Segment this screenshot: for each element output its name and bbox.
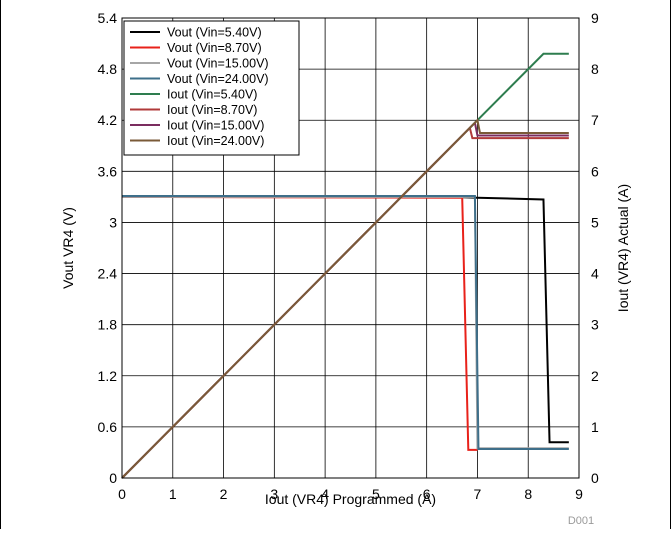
x-tick-label: 6 — [423, 486, 431, 502]
x-tick-label: 3 — [270, 486, 278, 502]
x-axis-label: Iout (VR4) Programmed (A) — [265, 491, 436, 507]
y-left-tick-label: 3.6 — [98, 163, 118, 179]
y-left-tick-label: 4.8 — [98, 61, 118, 77]
series-lines — [121, 52, 569, 479]
x-axis-ticks: 0 1 2 3 4 5 6 7 8 9 — [118, 486, 583, 502]
legend-label: Vout (Vin=8.70V) — [167, 41, 262, 55]
series-line-1 — [122, 195, 569, 444]
y-right-tick-label: 9 — [591, 10, 599, 26]
legend-label: Iout (Vin=24.00V) — [167, 134, 264, 148]
legend-label: Vout (Vin=5.40V) — [167, 26, 262, 40]
x-tick-label: 9 — [575, 486, 583, 502]
legend-label: Iout (Vin=5.40V) — [167, 88, 257, 102]
y-right-tick-label: 8 — [591, 61, 599, 77]
y-axis-left-ticks: 0 0.6 1.2 1.8 2.4 3 3.6 4.2 4.8 5.4 — [98, 10, 118, 486]
y-right-tick-label: 2 — [591, 368, 599, 384]
y-axis-right-label: Iout (VR4) Actual (A) — [615, 184, 631, 312]
y-right-tick-label: 1 — [591, 419, 599, 435]
y-right-tick-label: 5 — [591, 214, 599, 230]
x-tick-label: 7 — [474, 486, 482, 502]
y-left-tick-label: 3 — [109, 214, 117, 230]
legend-box — [123, 20, 300, 156]
x-tick-label: 8 — [524, 486, 532, 502]
y-left-tick-label: 5.4 — [98, 10, 118, 26]
y-left-tick-label: 0 — [109, 470, 117, 486]
watermark: D001 — [568, 515, 594, 527]
series-line-2 — [121, 195, 478, 451]
legend-label: Vout (Vin=15.00V) — [167, 57, 269, 71]
y-right-tick-label: 4 — [591, 266, 599, 282]
y-left-tick-label: 1.2 — [98, 368, 118, 384]
y-right-tick-label: 3 — [591, 317, 599, 333]
y-left-tick-label: 2.4 — [98, 266, 118, 282]
y-left-tick-label: 0.6 — [98, 419, 118, 435]
x-tick-label: 2 — [220, 486, 228, 502]
y-right-tick-label: 7 — [591, 112, 599, 128]
series-line-7 — [121, 120, 569, 479]
legend-label: Iout (Vin=8.70V) — [167, 103, 257, 117]
y-right-tick-label: 6 — [591, 163, 599, 179]
y-left-tick-label: 1.8 — [98, 317, 118, 333]
y-axis-right-ticks: 0 1 2 3 4 5 6 7 8 9 — [591, 10, 599, 486]
y-right-tick-label: 0 — [591, 470, 599, 486]
legend-label: Vout (Vin=24.00V) — [167, 72, 269, 86]
series-line-6 — [121, 125, 569, 479]
y-left-tick-label: 4.2 — [98, 112, 118, 128]
grid — [122, 18, 579, 478]
x-tick-label: 0 — [118, 486, 126, 502]
legend-label: Iout (Vin=15.00V) — [167, 119, 264, 133]
series-line-8 — [121, 118, 569, 479]
series-line-4 — [122, 195, 569, 451]
x-tick-label: 1 — [169, 486, 177, 502]
plot-border — [121, 17, 580, 479]
legend: Vout (Vin=5.40V)Vout (Vin=8.70V) Vout (Vi… — [123, 20, 300, 156]
x-tick-label: 4 — [321, 486, 329, 502]
x-tick-label: 5 — [372, 486, 380, 502]
y-axis-left-label: Vout VR4 (V) — [60, 207, 76, 289]
